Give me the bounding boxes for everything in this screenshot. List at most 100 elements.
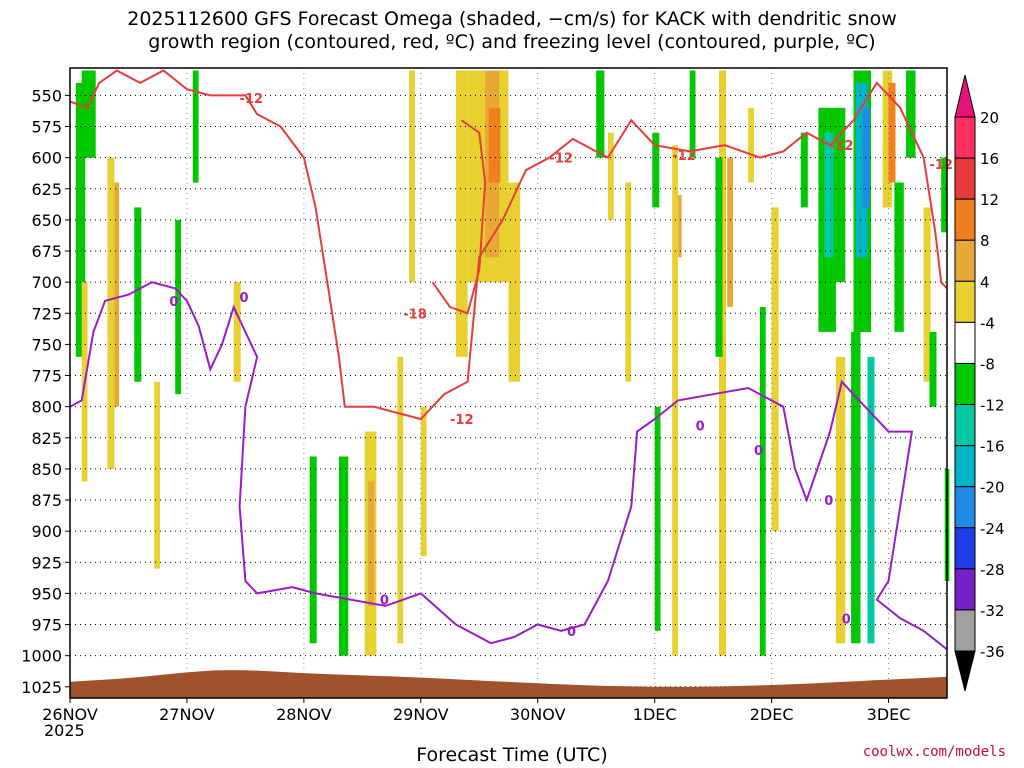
y-tick-label: 1025 [21, 678, 62, 697]
colorbar-swatch [954, 239, 976, 282]
red-contour-label: -12 [549, 152, 573, 167]
x-tick-label: 27NOV [159, 705, 215, 724]
colorbar-upper-arrow [954, 74, 976, 118]
omega-cell [929, 332, 937, 407]
colorbar-swatch [954, 609, 976, 652]
x-tick-label: 2DEC [750, 705, 794, 724]
x-tick-label: 30NOV [510, 705, 566, 724]
omega-cell [134, 207, 142, 382]
omega-cell [678, 195, 682, 258]
omega-cell [508, 182, 521, 382]
purple-contour-label: 0 [824, 494, 833, 509]
omega-cell [727, 157, 733, 307]
omega-cell [824, 132, 834, 258]
chart-subtitle: growth region (contoured, red, ºC) and f… [148, 31, 876, 53]
omega-cell [654, 406, 661, 631]
colorbar-tick-label: -24 [980, 520, 1005, 538]
omega-cell [748, 107, 754, 183]
colorbar-tick-label: -4 [980, 314, 995, 332]
omega-cell [715, 157, 723, 357]
colorbar-swatch [954, 362, 976, 406]
omega-cell [835, 107, 846, 283]
x-tick-label: 3DEC [867, 705, 911, 724]
omega-cell [894, 182, 904, 332]
y-tick-label: 725 [31, 304, 62, 323]
y-tick-label: 900 [31, 522, 62, 541]
red-contour-label: -12 [672, 149, 696, 164]
omega-cell [368, 481, 374, 606]
colorbar-tick-label: -16 [980, 438, 1005, 456]
omega-cell [309, 456, 317, 644]
red-contour-label: -12 [450, 413, 474, 428]
y-tick-label: 625 [31, 180, 62, 199]
omega-cell [409, 70, 415, 283]
omega-cell [625, 182, 632, 382]
omega-cell [882, 70, 893, 208]
y-tick-label: 800 [31, 398, 62, 417]
red-contour-label: -12 [240, 92, 264, 107]
colorbar-tick-label: 16 [980, 150, 999, 168]
colorbar-swatch [954, 280, 976, 323]
omega-cell [175, 219, 181, 395]
x-tick-label: 29NOV [393, 705, 449, 724]
y-tick-label: 850 [31, 460, 62, 479]
colorbar-tick-label: 4 [980, 273, 990, 291]
red-contour-line [69, 69, 948, 421]
omega-cell [759, 307, 766, 656]
colorbar-tick-label: -36 [980, 643, 1005, 661]
purple-contour-label: 0 [240, 291, 249, 306]
colorbar-tick-label: -28 [980, 561, 1005, 579]
omega-cell [652, 132, 660, 208]
red-contour-label: -18 [403, 307, 427, 322]
colorbar-swatch [954, 157, 976, 200]
x-axis-title: Forecast Time (UTC) [416, 744, 608, 766]
omega-cell [923, 207, 931, 382]
omega-cell [154, 381, 160, 569]
colorbar-swatch [954, 445, 976, 488]
red-contour-line [431, 119, 487, 315]
colorbar-tick-label: -8 [980, 355, 995, 373]
y-tick-label: 550 [31, 86, 62, 105]
purple-contour-label: 0 [754, 444, 763, 459]
chart-title: 2025112600 GFS Forecast Omega (shaded, −… [127, 8, 897, 30]
purple-contour-label: 0 [567, 625, 576, 640]
colorbar-swatch [954, 486, 976, 529]
omega-cell [233, 282, 241, 382]
purple-contour-label: 0 [380, 594, 389, 609]
x-axis-year: 2025 [44, 721, 85, 740]
colorbar-swatch [954, 568, 976, 611]
omega-cell [855, 82, 868, 258]
purple-contour-line [69, 281, 948, 651]
omega-cell [851, 332, 861, 644]
y-tick-label: 575 [31, 118, 62, 137]
omega-cell [607, 132, 614, 220]
omega-cell [800, 132, 808, 208]
y-tick-label: 600 [31, 149, 62, 168]
colorbar-swatch [954, 404, 976, 447]
colorbar-tick-label: 8 [980, 232, 990, 250]
omega-cell [689, 70, 696, 158]
y-tick-label: 975 [31, 616, 62, 635]
terrain-band [70, 670, 947, 698]
x-tick-label: 28NOV [276, 705, 332, 724]
colorbar-tick-label: -20 [980, 479, 1005, 497]
omega-cell [862, 107, 870, 208]
omega-cell [488, 107, 501, 183]
omega-cell [888, 82, 896, 183]
colorbar-swatch [954, 321, 976, 364]
colorbar-swatch [954, 198, 976, 241]
red-contour-label: -12 [830, 139, 854, 154]
y-tick-label: 825 [31, 429, 62, 448]
purple-contour-label: 0 [696, 419, 705, 434]
colorbar-swatch [954, 116, 976, 159]
omega-cell [596, 70, 605, 158]
x-tick-label: 1DEC [633, 705, 677, 724]
colorbar-swatch [954, 527, 976, 570]
omega-cell [455, 70, 468, 357]
credit-text[interactable]: coolwx.com/models [862, 744, 1006, 760]
omega-cell [338, 456, 349, 656]
y-tick-label: 950 [31, 584, 62, 603]
y-tick-label: 775 [31, 367, 62, 386]
y-tick-label: 675 [31, 242, 62, 261]
